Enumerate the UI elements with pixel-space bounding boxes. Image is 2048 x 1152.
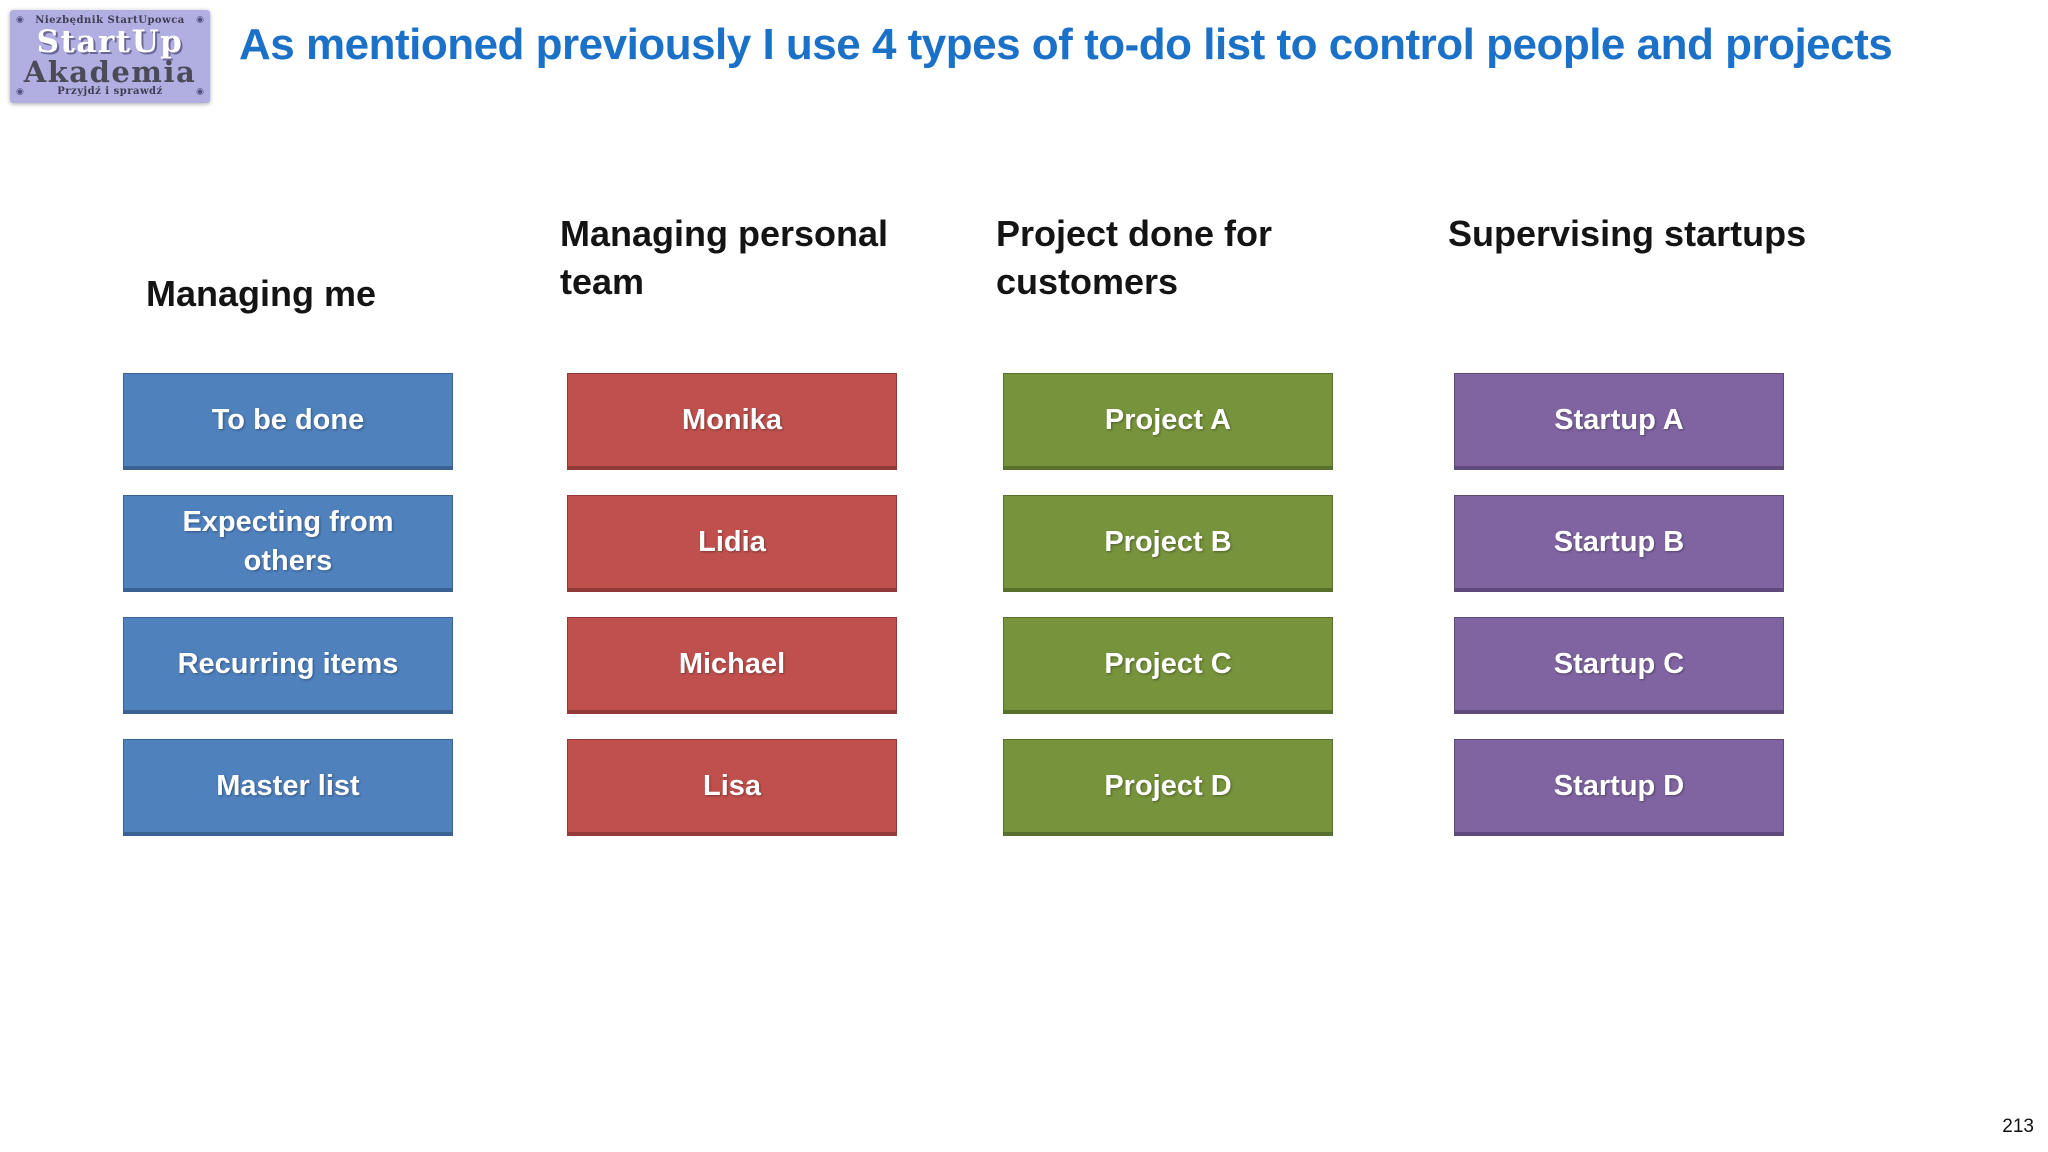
list-item-box: Lisa bbox=[567, 739, 897, 836]
list-item-label: Startup C bbox=[1553, 647, 1685, 680]
list-item-box: Lidia bbox=[567, 495, 897, 592]
list-item-label: Monika bbox=[682, 403, 782, 436]
list-item-label: Michael bbox=[678, 647, 786, 680]
list-item-box: Startup C bbox=[1454, 617, 1784, 714]
column-header: Supervising startups bbox=[1448, 213, 1807, 254]
column-boxes: To be done Expecting from others Recurri… bbox=[123, 373, 453, 836]
list-item-box: Master list bbox=[123, 739, 453, 836]
column-header: Managing personal team bbox=[560, 213, 889, 302]
column-boxes: Startup A Startup B Startup C Startup D bbox=[1454, 373, 1784, 836]
list-item-label: Master list bbox=[216, 769, 360, 802]
list-item-label: Expecting from others bbox=[182, 506, 394, 577]
list-item-label: Project C bbox=[1104, 647, 1232, 680]
list-item-box: Recurring items bbox=[123, 617, 453, 714]
list-item-label: Lidia bbox=[698, 525, 766, 558]
page-number: 213 bbox=[2002, 1116, 2034, 1137]
logo-name-line1: StartUp bbox=[36, 24, 184, 60]
list-item-label: Project B bbox=[1104, 525, 1232, 558]
list-item-box: Project D bbox=[1003, 739, 1333, 836]
screw-icon: ◉ bbox=[16, 15, 24, 25]
logo-tagline-top: Niezbędnik StartUpowca bbox=[35, 15, 185, 26]
column-header: Managing me bbox=[146, 273, 377, 314]
logo-tagline-bottom: Przyjdź i sprawdź bbox=[57, 86, 163, 97]
startup-akademia-logo: ◉ ◉ ◉ ◉ Niezbędnik StartUpowca StartUp A… bbox=[10, 10, 210, 103]
screw-icon: ◉ bbox=[196, 15, 204, 25]
screw-icon: ◉ bbox=[16, 87, 24, 97]
column-managing-personal-team: Managing personal team Monika Lidia Mich… bbox=[560, 0, 897, 1152]
list-item-box: To be done bbox=[123, 373, 453, 470]
list-item-box: Michael bbox=[567, 617, 897, 714]
list-item-label: Project A bbox=[1104, 403, 1232, 436]
list-item-box: Monika bbox=[567, 373, 897, 470]
list-item-label: Recurring items bbox=[177, 647, 399, 680]
list-item-label: Startup D bbox=[1553, 769, 1685, 802]
list-item-box: Startup A bbox=[1454, 373, 1784, 470]
list-item-box: Project C bbox=[1003, 617, 1333, 714]
list-item-label: Lisa bbox=[702, 769, 762, 802]
column-header: Project done for customers bbox=[996, 213, 1273, 302]
list-item-box: Expecting from others bbox=[123, 495, 453, 592]
list-item-label: To be done bbox=[211, 403, 365, 436]
column-boxes: Monika Lidia Michael Lisa bbox=[567, 373, 897, 836]
list-item-label: Startup B bbox=[1553, 525, 1685, 558]
column-boxes: Project A Project B Project C Project D bbox=[1003, 373, 1333, 836]
list-item-box: Project B bbox=[1003, 495, 1333, 592]
column-project-done-for-customers: Project done for customers Project A Pro… bbox=[996, 0, 1333, 1152]
screw-icon: ◉ bbox=[196, 87, 204, 97]
list-item-box: Startup D bbox=[1454, 739, 1784, 836]
list-item-label: Project D bbox=[1104, 769, 1232, 802]
slide-title: As mentioned previously I use 4 types of… bbox=[239, 20, 1893, 69]
column-supervising-startups: Supervising startups Startup A Startup B… bbox=[1448, 0, 1806, 1152]
column-managing-me: Managing me To be done Expecting from ot… bbox=[123, 0, 453, 1152]
list-item-box: Project A bbox=[1003, 373, 1333, 470]
list-item-box: Startup B bbox=[1454, 495, 1784, 592]
logo-name-line2: Akademia bbox=[23, 55, 197, 89]
list-item-label: Startup A bbox=[1554, 403, 1684, 436]
